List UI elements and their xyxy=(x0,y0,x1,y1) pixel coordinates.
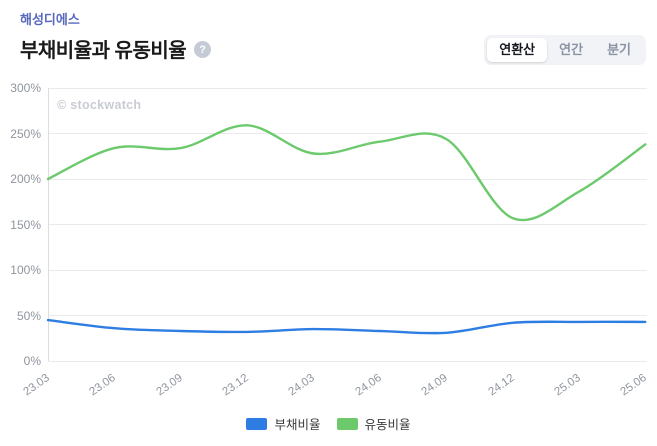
legend-swatch xyxy=(246,417,268,430)
gridline xyxy=(48,178,647,180)
tab-annualized[interactable]: 연환산 xyxy=(487,38,548,62)
period-tab-group: 연환산 연간 분기 xyxy=(484,35,646,65)
gridline xyxy=(48,315,647,316)
gridline xyxy=(48,133,647,134)
legend-item-유동비율[interactable]: 유동비율 xyxy=(336,414,411,433)
tab-yearly[interactable]: 연간 xyxy=(547,38,595,62)
title-row: 부채비율과 유동비율 ? xyxy=(20,34,212,63)
y-axis-tick-label: 300% xyxy=(10,81,41,95)
series-line-유동비율 xyxy=(46,124,647,222)
y-axis-tick-label: 250% xyxy=(10,126,41,141)
legend-item-부채비율[interactable]: 부채비율 xyxy=(246,414,321,433)
legend-swatch xyxy=(336,417,358,430)
y-axis-tick-label: 100% xyxy=(10,263,41,277)
series-line-부채비율 xyxy=(46,318,647,335)
y-axis-tick-label: 0% xyxy=(23,354,41,368)
tab-quarterly[interactable]: 분기 xyxy=(595,38,643,62)
y-axis-tick-label: 200% xyxy=(10,172,41,186)
chart-legend: 부채비율 유동비율 xyxy=(0,414,657,433)
legend-label: 유동비율 xyxy=(364,418,411,432)
company-name: 해성디에스 xyxy=(20,12,80,27)
legend-label: 부채비율 xyxy=(274,418,321,432)
gridline xyxy=(48,269,647,271)
y-axis-line xyxy=(48,88,49,361)
watermark: © stockwatch xyxy=(57,98,142,112)
gridline xyxy=(48,87,647,89)
y-axis-tick-label: 50% xyxy=(16,308,41,323)
gridline xyxy=(48,360,647,362)
help-icon[interactable]: ? xyxy=(194,41,212,58)
y-axis-tick-label: 150% xyxy=(10,217,41,232)
page-title: 부채비율과 유동비율 xyxy=(20,40,187,62)
gridline xyxy=(48,224,647,225)
